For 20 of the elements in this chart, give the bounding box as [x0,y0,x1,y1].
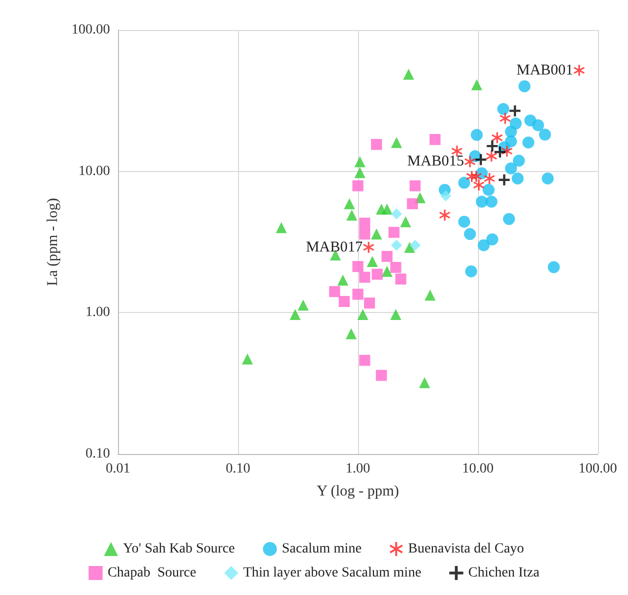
y-tick-label: 0.10 [86,446,110,462]
annotation: MAB001 [516,62,574,78]
x-tick-label: 100.00 [578,462,617,476]
legend-label: Chichen Itza [468,566,540,580]
legend-label: Chapab Source [108,566,196,580]
legend-label: Yo' Sah Kab Source [122,542,235,556]
y-tick-label: 100.00 [72,22,110,38]
x-tick-label: 0.10 [226,462,250,476]
legend-label: Sacalum mine [282,542,362,556]
annotation: MAB015 [407,154,464,170]
legend-label: Buenavista del Cayo [408,542,524,556]
y-tick-label: 1.00 [86,305,110,320]
annotation: MAB017 [306,239,364,256]
legend-label: Thin layer above Sacalum mine [243,566,422,580]
x-tick-label: 1.00 [346,462,370,476]
x-tick-label: 0.01 [106,462,130,476]
y-tick-label: 10.00 [78,164,110,179]
x-tick-label: 10.00 [462,462,494,476]
y-axis-title: La (ppm - log) [45,198,62,286]
x-axis-title: Y (log - ppm) [316,484,400,500]
